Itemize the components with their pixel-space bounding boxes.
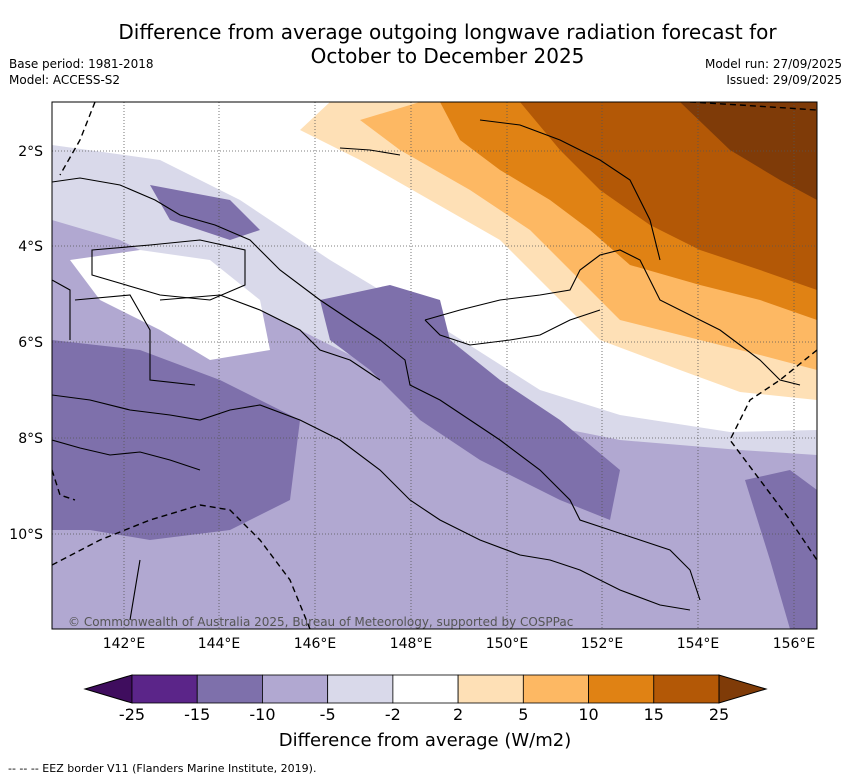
colorbar-segment — [327, 674, 394, 704]
eez-border — [689, 102, 817, 111]
coast-segment — [52, 279, 71, 340]
anomaly-field — [52, 102, 817, 629]
colorbar-segment — [457, 674, 524, 704]
manus-coast — [339, 147, 401, 156]
colorbar-segment — [588, 674, 655, 704]
graticule — [52, 102, 817, 629]
eez-border — [59, 102, 96, 176]
model-run: Model run: 27/09/2025 — [704, 57, 842, 71]
lon-label: 144°E — [198, 636, 241, 652]
colorbar-segment — [131, 674, 198, 704]
eez-border — [52, 504, 311, 629]
new-britain-coast — [424, 249, 801, 386]
field-neutral-island — [70, 250, 270, 360]
fly-river-coast — [52, 439, 201, 471]
eez-footnote: -- -- -- EEZ border V11 (Flanders Marine… — [8, 762, 317, 775]
new-ireland-coast — [479, 119, 661, 261]
colorbar-segment — [653, 674, 720, 704]
province-border — [159, 294, 381, 381]
colorbar-title: Difference from average (W/m2) — [278, 730, 572, 751]
colorbar-tick-label: -15 — [184, 705, 211, 724]
model-info: Base period: 1981-2018 Model: ACCESS-S2 — [9, 56, 154, 88]
lon-label: 146°E — [294, 636, 337, 652]
lat-label: 6°S — [18, 335, 43, 351]
issued-date: Issued: 29/09/2025 — [726, 73, 842, 87]
lake-outline — [91, 239, 246, 301]
province-border — [74, 294, 196, 386]
colorbar-tick-label: 2 — [453, 705, 464, 724]
lat-label: 10°S — [9, 527, 43, 543]
lat-label: 4°S — [18, 239, 43, 255]
lat-label: 2°S — [18, 144, 43, 160]
colorbar — [83, 674, 768, 704]
colorbar-segment — [392, 674, 459, 704]
lon-labels: 142°E 144°E 146°E 148°E 150°E 152°E 154°… — [103, 636, 816, 652]
colorbar-tick-label: 25 — [708, 705, 730, 724]
png-north-coast — [52, 177, 701, 601]
colorbar-tick-label: 10 — [578, 705, 599, 724]
new-britain-south-coast — [424, 309, 601, 346]
model-name: Model: ACCESS-S2 — [9, 73, 121, 87]
colorbar-segment — [522, 674, 589, 704]
coastlines — [52, 119, 801, 621]
lat-labels: 2°S 4°S 6°S 8°S 10°S — [9, 144, 43, 543]
copyright-note: © Commonwealth of Australia 2025, Bureau… — [68, 615, 573, 629]
colorbar-tick-label: -2 — [384, 705, 401, 724]
colorbar-tick-label: -5 — [319, 705, 336, 724]
lon-label: 154°E — [677, 636, 720, 652]
colorbar-segment — [196, 674, 263, 704]
lon-label: 152°E — [581, 636, 624, 652]
base-period: Base period: 1981-2018 — [9, 57, 154, 71]
colorbar-segment — [262, 674, 329, 704]
field-patch-neg10-west — [52, 340, 300, 540]
cape-york-coast — [129, 559, 141, 621]
lon-label: 156°E — [773, 636, 816, 652]
title-line-1: Difference from average outgoing longwav… — [118, 20, 777, 44]
field-patch-neg10-east — [745, 470, 817, 629]
png-south-coast — [52, 394, 691, 611]
colorbar-extend-low — [83, 674, 133, 704]
colorbar-tick-label: -25 — [118, 705, 146, 724]
chart-title: Difference from average outgoing longwav… — [0, 20, 850, 68]
lon-label: 148°E — [390, 636, 433, 652]
field-patch-neg10-north — [150, 185, 260, 240]
colorbar-tick-label: 15 — [643, 705, 664, 724]
colorbar-tick-label: 5 — [518, 705, 529, 724]
lon-label: 150°E — [486, 636, 529, 652]
title-line-2: October to December 2025 — [310, 44, 585, 68]
map-frame — [51, 101, 818, 630]
lon-label: 142°E — [103, 636, 146, 652]
field-patch-neg10-central — [320, 285, 620, 520]
run-info: Model run: 27/09/2025 Issued: 29/09/2025 — [705, 56, 842, 88]
colorbar-tick-label: -10 — [249, 705, 276, 724]
eez-borders — [52, 102, 817, 629]
lat-label: 8°S — [18, 431, 43, 447]
colorbar-extend-high — [718, 674, 768, 704]
